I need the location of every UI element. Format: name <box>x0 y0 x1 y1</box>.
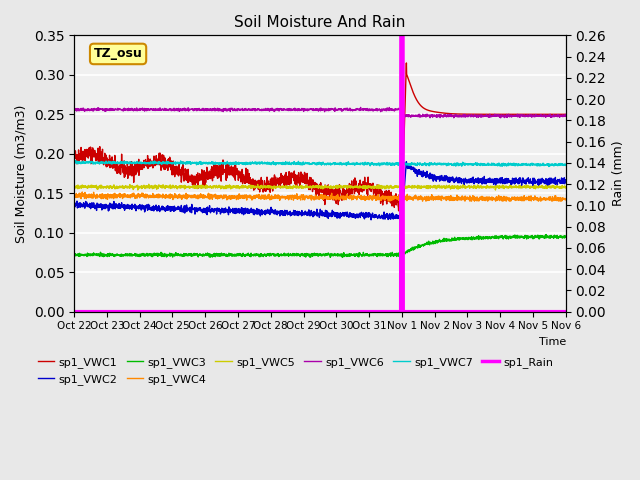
sp1_VWC7 <box>345 160 353 166</box>
sp1_VWC3 <box>345 253 353 259</box>
sp1_VWC3 <box>333 251 341 257</box>
sp1_VWC5 <box>145 181 152 187</box>
sp1_Rain <box>463 309 470 314</box>
sp1_VWC1 <box>562 111 570 117</box>
sp1_VWC1 <box>70 153 78 158</box>
sp1_VWC4 <box>562 196 570 202</box>
Line: sp1_VWC4: sp1_VWC4 <box>74 192 566 201</box>
sp1_VWC2 <box>333 211 341 217</box>
sp1_VWC2 <box>403 159 410 165</box>
sp1_Rain <box>532 309 540 314</box>
sp1_VWC6 <box>450 115 458 120</box>
sp1_VWC7 <box>545 164 552 169</box>
sp1_VWC5 <box>532 183 540 189</box>
Line: sp1_VWC1: sp1_VWC1 <box>74 63 566 211</box>
sp1_VWC4 <box>334 192 342 198</box>
Line: sp1_VWC5: sp1_VWC5 <box>74 184 566 190</box>
sp1_VWC2 <box>344 214 352 219</box>
X-axis label: Time: Time <box>539 337 566 347</box>
Line: sp1_VWC2: sp1_VWC2 <box>74 162 566 220</box>
sp1_VWC1 <box>207 168 215 174</box>
Line: sp1_VWC6: sp1_VWC6 <box>74 108 566 118</box>
sp1_VWC2 <box>70 201 78 207</box>
sp1_Rain <box>344 309 352 314</box>
sp1_VWC6 <box>532 113 540 119</box>
sp1_VWC7 <box>70 160 78 166</box>
sp1_VWC6 <box>70 106 78 111</box>
sp1_VWC5 <box>562 185 570 191</box>
sp1_VWC5 <box>70 183 78 189</box>
sp1_VWC7 <box>463 161 470 167</box>
sp1_VWC6 <box>356 105 364 110</box>
sp1_VWC5 <box>345 184 353 190</box>
sp1_VWC6 <box>463 113 470 119</box>
sp1_VWC1 <box>395 208 403 214</box>
sp1_Rain <box>333 309 341 314</box>
Line: sp1_Rain: sp1_Rain <box>74 36 566 312</box>
sp1_VWC2 <box>463 180 470 185</box>
sp1_Rain <box>70 309 78 314</box>
sp1_VWC4 <box>207 193 215 199</box>
sp1_VWC4 <box>385 198 392 204</box>
sp1_VWC7 <box>562 162 570 168</box>
sp1_VWC1 <box>463 111 470 117</box>
sp1_VWC4 <box>532 196 540 202</box>
sp1_Rain <box>397 33 404 38</box>
sp1_VWC7 <box>519 161 527 167</box>
sp1_VWC6 <box>207 107 215 112</box>
sp1_Rain <box>519 309 527 314</box>
sp1_VWC2 <box>532 179 540 184</box>
sp1_VWC4 <box>78 189 86 195</box>
Y-axis label: Soil Moisture (m3/m3): Soil Moisture (m3/m3) <box>15 104 28 243</box>
sp1_VWC7 <box>334 161 342 167</box>
sp1_VWC7 <box>71 158 79 164</box>
sp1_VWC5 <box>492 187 499 193</box>
sp1_VWC7 <box>207 160 215 166</box>
sp1_VWC2 <box>562 179 570 185</box>
sp1_VWC2 <box>207 208 215 214</box>
sp1_VWC5 <box>519 183 527 189</box>
sp1_VWC6 <box>333 107 341 112</box>
sp1_VWC7 <box>532 162 540 168</box>
sp1_VWC6 <box>562 113 570 119</box>
sp1_VWC6 <box>344 107 352 113</box>
sp1_VWC1 <box>344 188 352 193</box>
sp1_VWC2 <box>396 217 404 223</box>
sp1_VWC5 <box>334 185 342 191</box>
sp1_VWC3 <box>532 234 540 240</box>
sp1_VWC5 <box>207 185 215 191</box>
sp1_Rain <box>562 309 570 314</box>
Line: sp1_VWC7: sp1_VWC7 <box>74 161 566 167</box>
sp1_VWC1 <box>333 183 341 189</box>
sp1_VWC1 <box>532 111 540 117</box>
sp1_VWC3 <box>463 235 470 241</box>
Text: TZ_osu: TZ_osu <box>93 48 143 60</box>
sp1_VWC4 <box>519 194 527 200</box>
sp1_VWC4 <box>345 194 353 200</box>
Line: sp1_VWC3: sp1_VWC3 <box>74 235 566 257</box>
sp1_VWC6 <box>519 112 527 118</box>
Title: Soil Moisture And Rain: Soil Moisture And Rain <box>234 15 406 30</box>
sp1_VWC3 <box>70 252 78 258</box>
sp1_VWC4 <box>70 192 78 198</box>
sp1_VWC1 <box>403 60 410 66</box>
sp1_VWC3 <box>562 233 570 239</box>
sp1_VWC2 <box>519 180 527 185</box>
sp1_VWC3 <box>519 235 527 240</box>
sp1_VWC3 <box>207 253 215 259</box>
sp1_Rain <box>207 309 215 314</box>
sp1_VWC1 <box>519 111 527 117</box>
sp1_VWC3 <box>339 254 346 260</box>
sp1_VWC5 <box>463 184 470 190</box>
sp1_VWC4 <box>463 196 470 202</box>
sp1_VWC3 <box>543 232 550 238</box>
Y-axis label: Rain (mm): Rain (mm) <box>612 141 625 206</box>
Legend: sp1_VWC1, sp1_VWC2, sp1_VWC3, sp1_VWC4, sp1_VWC5, sp1_VWC6, sp1_VWC7, sp1_Rain: sp1_VWC1, sp1_VWC2, sp1_VWC3, sp1_VWC4, … <box>33 353 557 389</box>
